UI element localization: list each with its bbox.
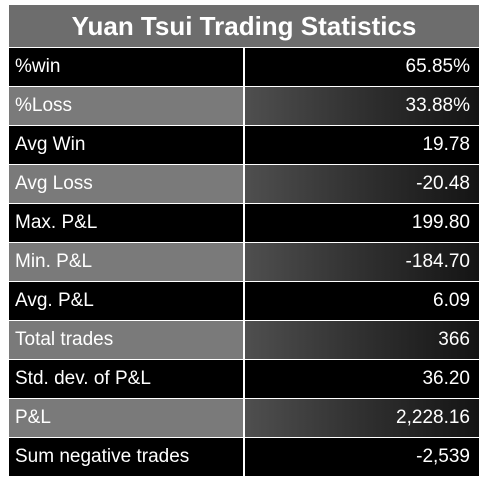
table-title: Yuan Tsui Trading Statistics <box>9 5 479 48</box>
row-value: 33.88% <box>244 86 479 126</box>
row-value: -20.48 <box>244 164 479 204</box>
table-row-max-pl: Max. P&L 199.80 <box>9 203 479 243</box>
row-value: 19.78 <box>244 125 479 165</box>
row-value: 65.85% <box>244 47 479 87</box>
table-row-min-pl: Min. P&L -184.70 <box>9 242 479 282</box>
row-label: Avg Win <box>9 125 245 165</box>
row-label: %Loss <box>9 86 245 126</box>
row-value: 2,228.16 <box>244 398 479 438</box>
row-value: -2,539 <box>244 437 479 477</box>
row-label: Avg. P&L <box>9 281 245 321</box>
row-label: Sum negative trades <box>9 437 245 477</box>
table-row-avg-loss: Avg Loss -20.48 <box>9 164 479 204</box>
row-label: Std. dev. of P&L <box>9 359 245 399</box>
table-row-sum-negative: Sum negative trades -2,539 <box>9 437 479 477</box>
table-row-std-dev: Std. dev. of P&L 36.20 <box>9 359 479 399</box>
trading-statistics-table: Yuan Tsui Trading Statistics %win 65.85%… <box>9 5 479 477</box>
row-value: 6.09 <box>244 281 479 321</box>
row-value: 366 <box>244 320 479 360</box>
row-value: 36.20 <box>244 359 479 399</box>
row-value: 199.80 <box>244 203 479 243</box>
table-row-total-trades: Total trades 366 <box>9 320 479 360</box>
table-row-pl: P&L 2,228.16 <box>9 398 479 438</box>
row-label: P&L <box>9 398 245 438</box>
table-row-loss-pct: %Loss 33.88% <box>9 86 479 126</box>
row-label: Min. P&L <box>9 242 245 282</box>
table-row-avg-pl: Avg. P&L 6.09 <box>9 281 479 321</box>
row-label: %win <box>9 47 245 87</box>
table-row-win-pct: %win 65.85% <box>9 47 479 87</box>
row-label: Max. P&L <box>9 203 245 243</box>
row-value: -184.70 <box>244 242 479 282</box>
row-label: Total trades <box>9 320 245 360</box>
table-row-avg-win: Avg Win 19.78 <box>9 125 479 165</box>
row-label: Avg Loss <box>9 164 245 204</box>
